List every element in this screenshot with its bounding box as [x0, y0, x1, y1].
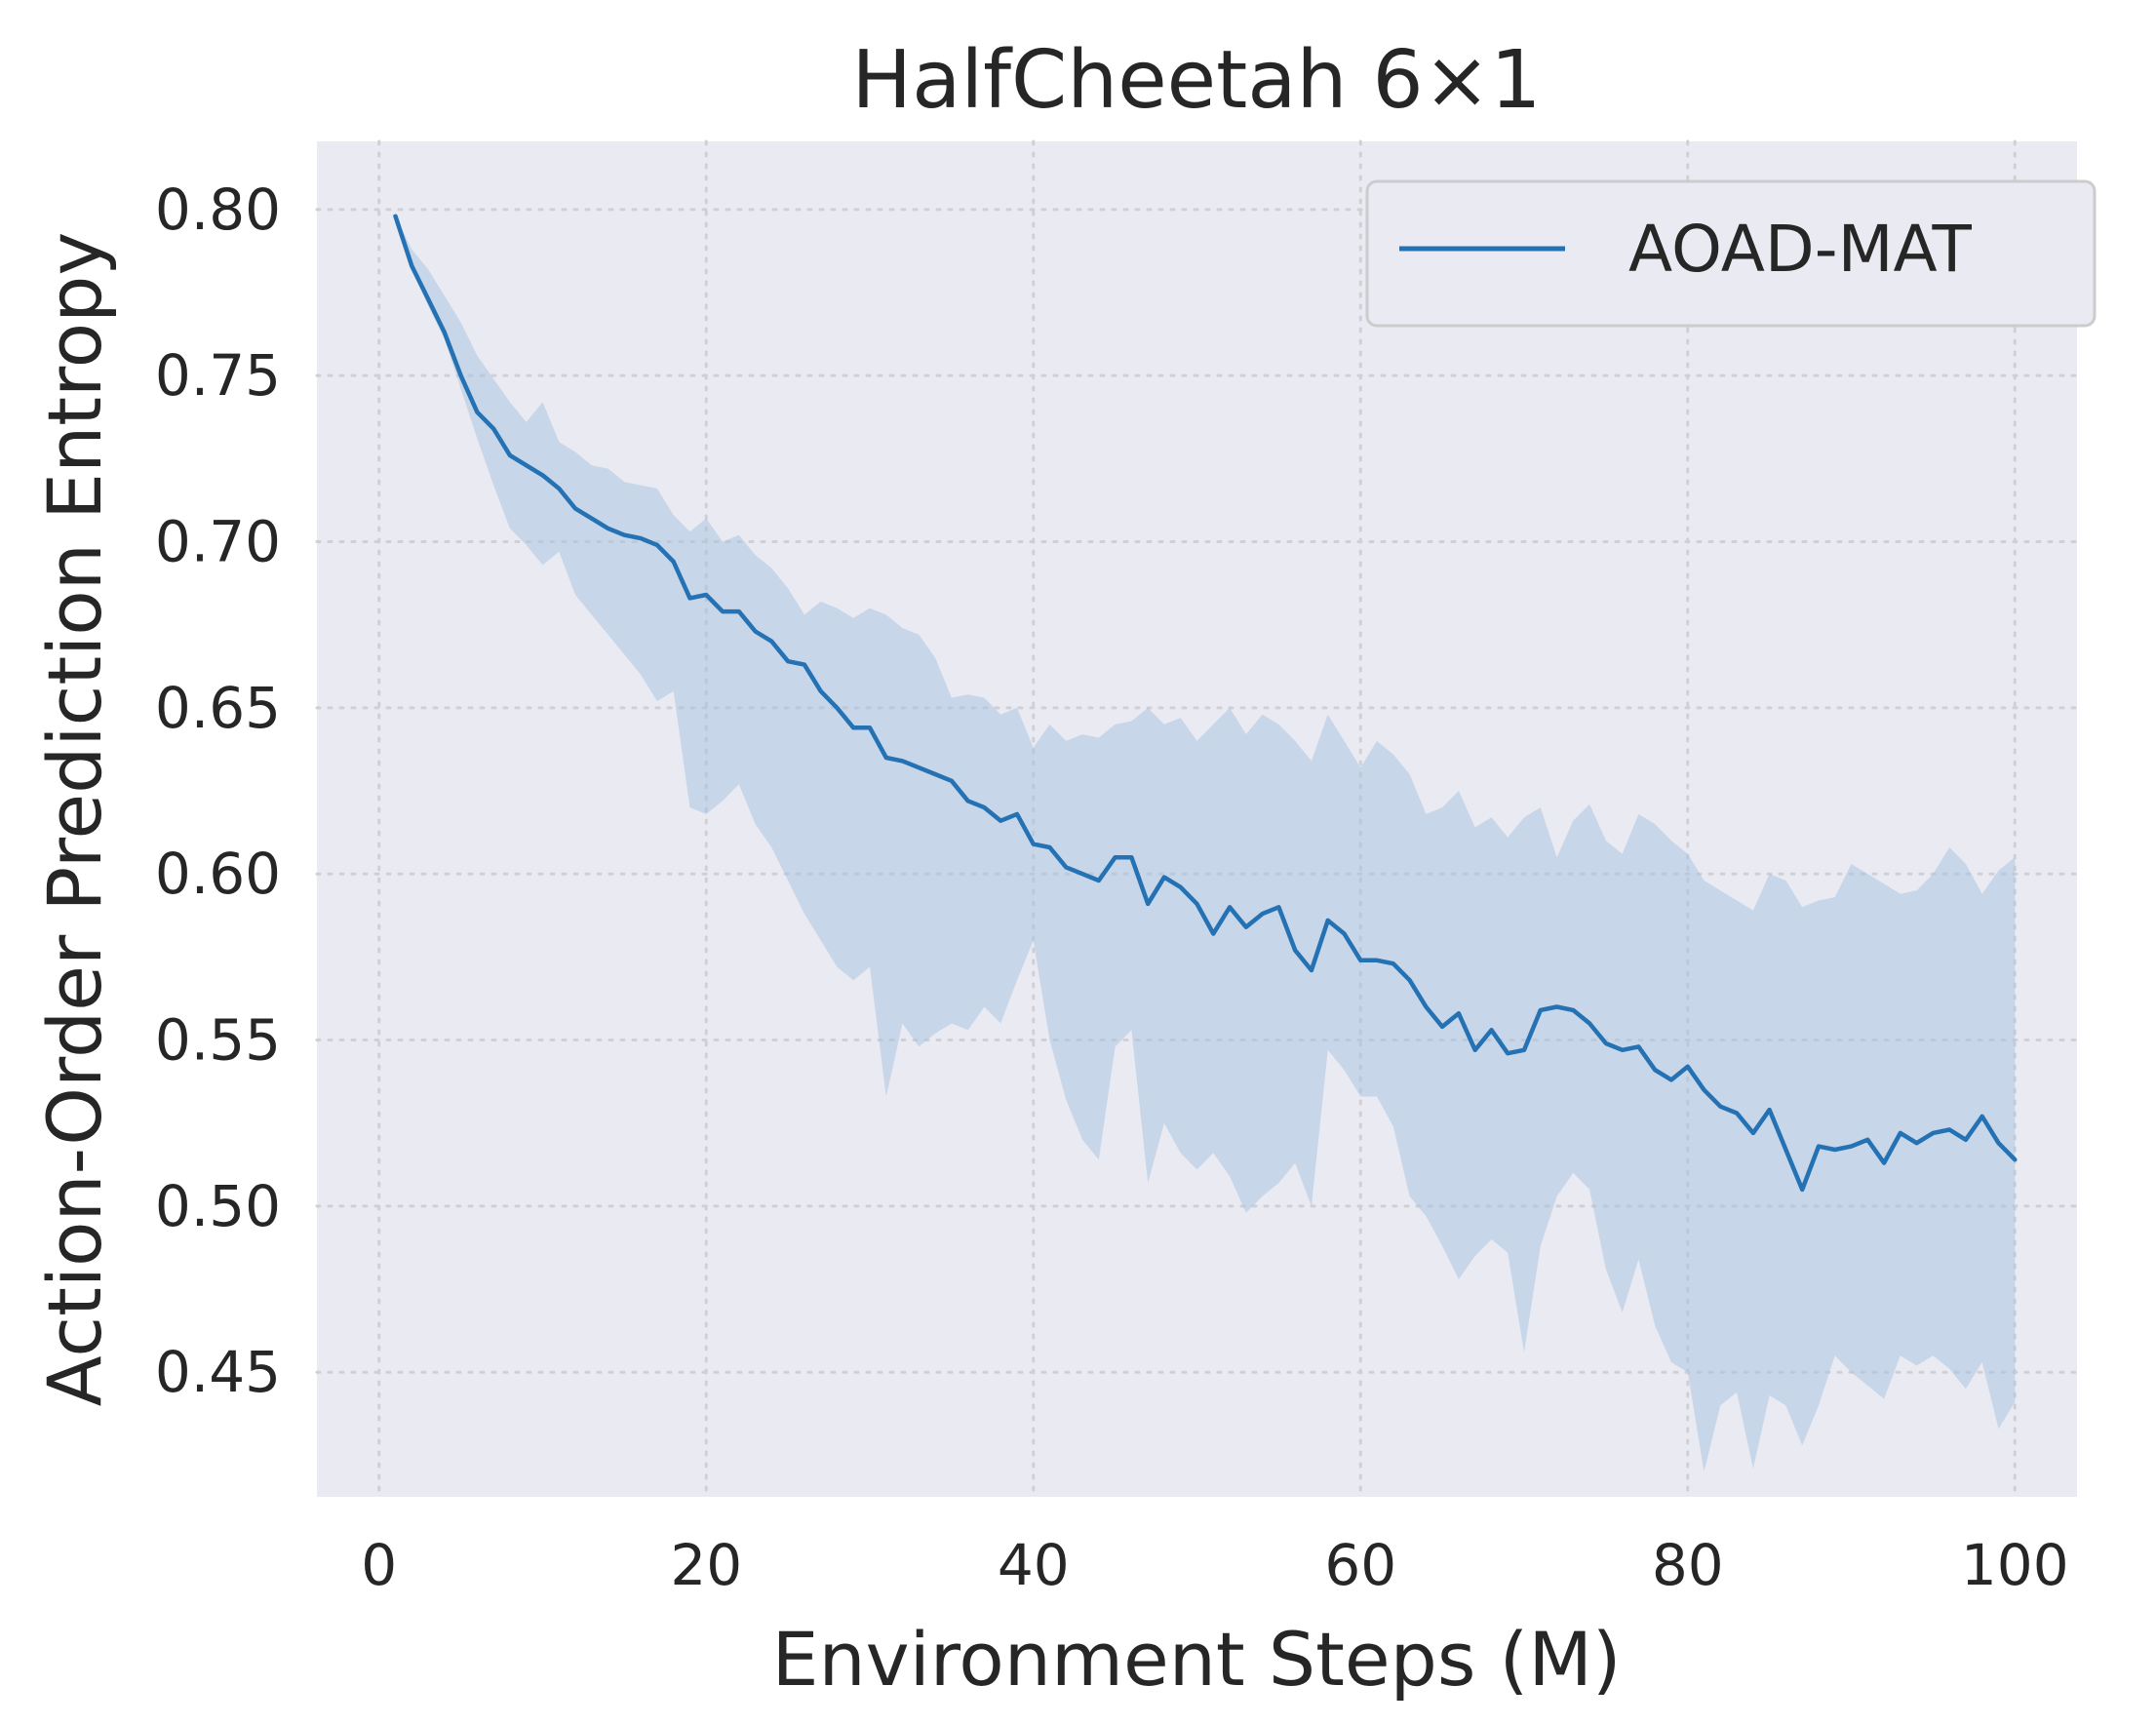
y-tick-label: 0.75: [155, 342, 281, 409]
y-tick-labels: 0.45 0.50 0.55 0.60 0.65 0.70 0.75 0.80: [155, 176, 281, 1405]
x-tick-label: 0: [361, 1532, 397, 1598]
y-tick-label: 0.55: [155, 1007, 281, 1074]
x-tick-label: 40: [998, 1532, 1070, 1598]
y-axis-label: Action-Order Prediction Entropy: [31, 232, 118, 1407]
x-tick-label: 80: [1652, 1532, 1724, 1598]
legend-label-aoad-mat: AOAD-MAT: [1628, 212, 1973, 287]
y-tick-label: 0.80: [155, 176, 281, 243]
x-tick-label: 100: [1961, 1532, 2069, 1598]
series-line-aoad-mat: [393, 214, 2018, 1193]
series-line-layer: [393, 214, 2018, 1193]
y-tick-label: 0.70: [155, 509, 281, 575]
confidence-band: [395, 216, 2016, 1472]
legend: AOAD-MAT: [1365, 179, 2097, 328]
confidence-band-layer: [395, 216, 2016, 1472]
y-tick-label: 0.45: [155, 1339, 281, 1405]
x-tick-labels: 0 20 40 60 80 100: [361, 1532, 2068, 1598]
x-tick-label: 20: [670, 1532, 742, 1598]
legend-box: [1365, 179, 2097, 328]
y-tick-label: 0.50: [155, 1173, 281, 1239]
chart-title: HalfCheetah 6×1: [851, 34, 1541, 127]
x-tick-label: 60: [1324, 1532, 1396, 1598]
y-tick-label: 0.65: [155, 675, 281, 741]
y-tick-label: 0.60: [155, 841, 281, 907]
x-axis-label: Environment Steps (M): [771, 1616, 1621, 1703]
